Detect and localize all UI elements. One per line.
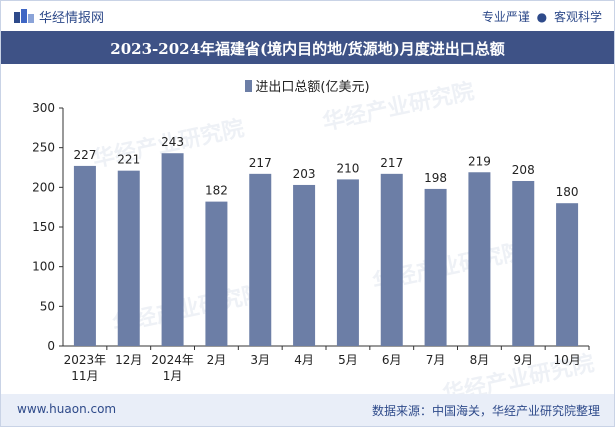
x-tick-label: 9月 — [513, 353, 533, 367]
x-tick-label: 8月 — [470, 353, 490, 367]
top-bar: 华经情报网 专业严谨 ● 客观科学 — [1, 1, 614, 31]
bar — [205, 201, 228, 346]
data-label: 210 — [336, 161, 359, 175]
data-label: 208 — [512, 163, 535, 177]
x-tick-label: 12月 — [115, 353, 142, 367]
x-tick-label: 4月 — [294, 353, 314, 367]
bar — [117, 170, 140, 346]
slogan: 专业严谨 ● 客观科学 — [482, 8, 602, 25]
slogan-left: 专业严谨 — [481, 10, 530, 24]
footer: www.huaon.com 数据来源：中国海关，华经产业研究院整理 — [1, 394, 614, 426]
chart-legend: 进出口总额(亿美元) — [1, 76, 614, 95]
bar — [161, 153, 184, 346]
bar — [249, 173, 272, 346]
x-tick-label: 2月 — [207, 353, 227, 367]
y-tick-label: 100 — [32, 260, 55, 274]
data-label: 203 — [293, 167, 316, 181]
slogan-separator: ● — [536, 10, 548, 24]
brand-logo-icon — [14, 9, 34, 23]
footer-source: 数据来源：中国海关，华经产业研究院整理 — [371, 404, 600, 418]
x-tick-label: 3月 — [250, 353, 270, 367]
footer-website[interactable]: www.huaon.com — [17, 402, 117, 416]
data-label: 198 — [424, 171, 447, 185]
y-tick-label: 50 — [40, 299, 55, 313]
data-label: 219 — [468, 154, 491, 168]
bar — [73, 165, 96, 346]
bar-chart: 0 50 100 150 200 250 300 227 2023年 11月 221 12月 243 20… — [32, 101, 590, 383]
y-tick-label: 0 — [47, 339, 55, 353]
bar — [556, 203, 579, 346]
bar — [336, 179, 359, 346]
data-label: 243 — [161, 135, 184, 149]
y-tick-label: 150 — [32, 220, 55, 234]
data-label: 217 — [249, 156, 272, 170]
brand-name: 华经情报网 — [39, 11, 105, 26]
x-tick-label: 1月 — [163, 369, 183, 383]
x-tick-label: 5月 — [338, 353, 358, 367]
x-tick-label: 2023年 — [64, 353, 107, 367]
data-label: 227 — [73, 148, 96, 162]
x-tick-label: 11月 — [71, 369, 98, 383]
bar — [380, 173, 403, 346]
x-tick-label: 10月 — [553, 353, 580, 367]
data-label: 182 — [205, 184, 228, 198]
data-label: 221 — [117, 153, 140, 167]
bar — [468, 172, 491, 346]
legend-label: 进出口总额(亿美元) — [255, 80, 370, 95]
legend-swatch — [245, 80, 253, 92]
bar — [424, 188, 447, 346]
bar — [512, 180, 535, 346]
title-bar: 2023-2024年福建省(境内目的地/货源地)月度进出口总额 — [1, 31, 614, 64]
x-tick-label: 2024年 — [151, 353, 194, 367]
bar — [293, 184, 316, 346]
data-label: 180 — [556, 185, 579, 199]
x-tick-label: 7月 — [426, 353, 446, 367]
slogan-right: 客观科学 — [553, 10, 602, 24]
chart-title: 2023-2024年福建省(境内目的地/货源地)月度进出口总额 — [110, 40, 505, 58]
y-tick-label: 200 — [32, 180, 55, 194]
y-tick-label: 300 — [32, 101, 55, 115]
y-tick-label: 250 — [32, 141, 55, 155]
data-label: 217 — [380, 156, 403, 170]
x-tick-label: 6月 — [382, 353, 402, 367]
